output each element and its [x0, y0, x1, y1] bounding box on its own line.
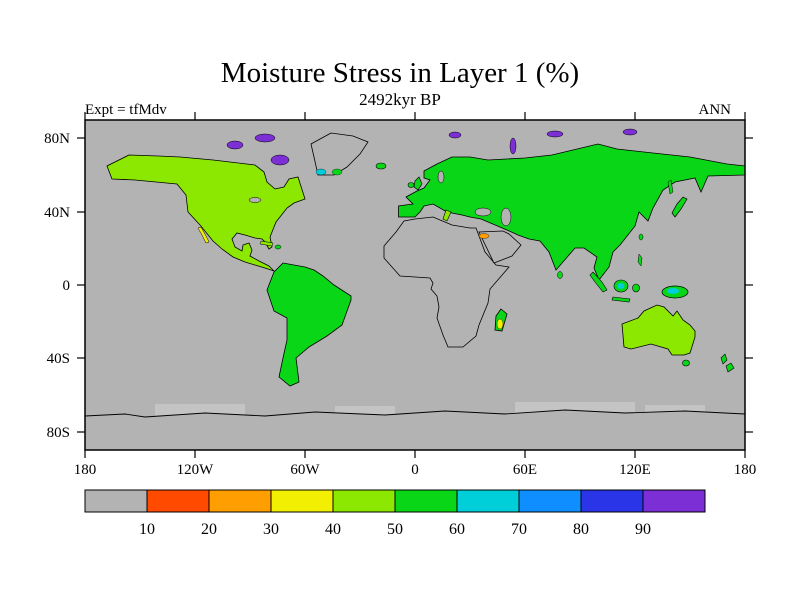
y-tick-label: 40N	[44, 205, 70, 221]
x-axis-labels: 180 120W 60W 0 60E 120E 180	[74, 462, 757, 478]
black-sea	[474, 207, 492, 217]
colorbar: 10 20 30 40 50 60 70 80 90	[84, 489, 706, 538]
colorbar-cell	[642, 489, 706, 513]
x-tick-label: 60W	[290, 462, 320, 478]
new-zealand-north	[720, 353, 728, 365]
japan	[671, 196, 688, 218]
hispaniola	[274, 244, 282, 250]
baja-california	[197, 226, 210, 244]
baltic-sea	[437, 170, 445, 184]
colorbar-cell	[84, 489, 148, 513]
y-tick-label: 80N	[44, 131, 70, 147]
colorbar-label: 70	[511, 521, 527, 538]
world-map	[85, 120, 745, 450]
caspian-sea	[500, 207, 512, 227]
y-axis-labels: 80N 40N 0 40S 80S	[44, 131, 70, 441]
sulawesi	[632, 283, 640, 293]
plot-title: Moisture Stress in Layer 1 (%)	[221, 57, 579, 89]
colorbar-label: 40	[325, 521, 341, 538]
sakhalin	[667, 179, 674, 195]
colorbar-label: 50	[387, 521, 403, 538]
cuba	[259, 240, 274, 247]
baffin-island	[270, 154, 290, 166]
arabian-peninsula	[478, 230, 522, 264]
philippines	[637, 253, 643, 267]
colorbar-cell	[518, 489, 582, 513]
plot-subtitle: 2492kyr BP	[359, 90, 441, 109]
experiment-label: Expt = tfMdv	[85, 102, 167, 118]
axis-ticks	[77, 112, 753, 458]
continent-antarctica	[85, 409, 745, 450]
java	[611, 296, 631, 303]
colorbar-cell	[580, 489, 644, 513]
colorbar-cell	[146, 489, 210, 513]
x-tick-label: 180	[74, 462, 97, 478]
arctic-islands	[226, 128, 638, 155]
x-tick-label: 180	[734, 462, 757, 478]
borneo-wet-core	[617, 283, 625, 289]
sumatra	[589, 271, 608, 293]
x-tick-label: 0	[411, 462, 419, 478]
y-tick-label: 80S	[47, 425, 70, 441]
colorbar-label: 90	[635, 521, 651, 538]
x-tick-label: 120E	[619, 462, 651, 478]
moisture-overlay-greenland	[315, 168, 343, 176]
iceland	[375, 162, 387, 170]
tasmania	[682, 359, 690, 367]
new-zealand-south	[725, 362, 735, 373]
x-tick-label: 120W	[177, 462, 215, 478]
colorbar-label: 80	[573, 521, 589, 538]
colorbar-label: 10	[139, 521, 155, 538]
y-tick-label: 0	[63, 278, 71, 294]
colorbar-label: 60	[449, 521, 465, 538]
madagascar-patch	[496, 318, 504, 330]
new-guinea-wet-core	[667, 288, 679, 294]
colorbar-cell	[394, 489, 458, 513]
ireland	[407, 182, 415, 188]
x-tick-label: 60E	[513, 462, 537, 478]
colorbar-label: 30	[263, 521, 279, 538]
sri-lanka	[557, 271, 563, 279]
great-lakes	[248, 197, 262, 203]
levant-orange-patch	[478, 233, 490, 239]
colorbar-cell	[270, 489, 334, 513]
colorbar-label: 20	[201, 521, 217, 538]
colorbar-cell	[208, 489, 272, 513]
season-label: ANN	[699, 102, 732, 118]
y-tick-label: 40S	[47, 351, 70, 367]
italy	[442, 209, 452, 222]
colorbar-cell	[332, 489, 396, 513]
taiwan	[638, 233, 644, 241]
colorbar-cell	[456, 489, 520, 513]
